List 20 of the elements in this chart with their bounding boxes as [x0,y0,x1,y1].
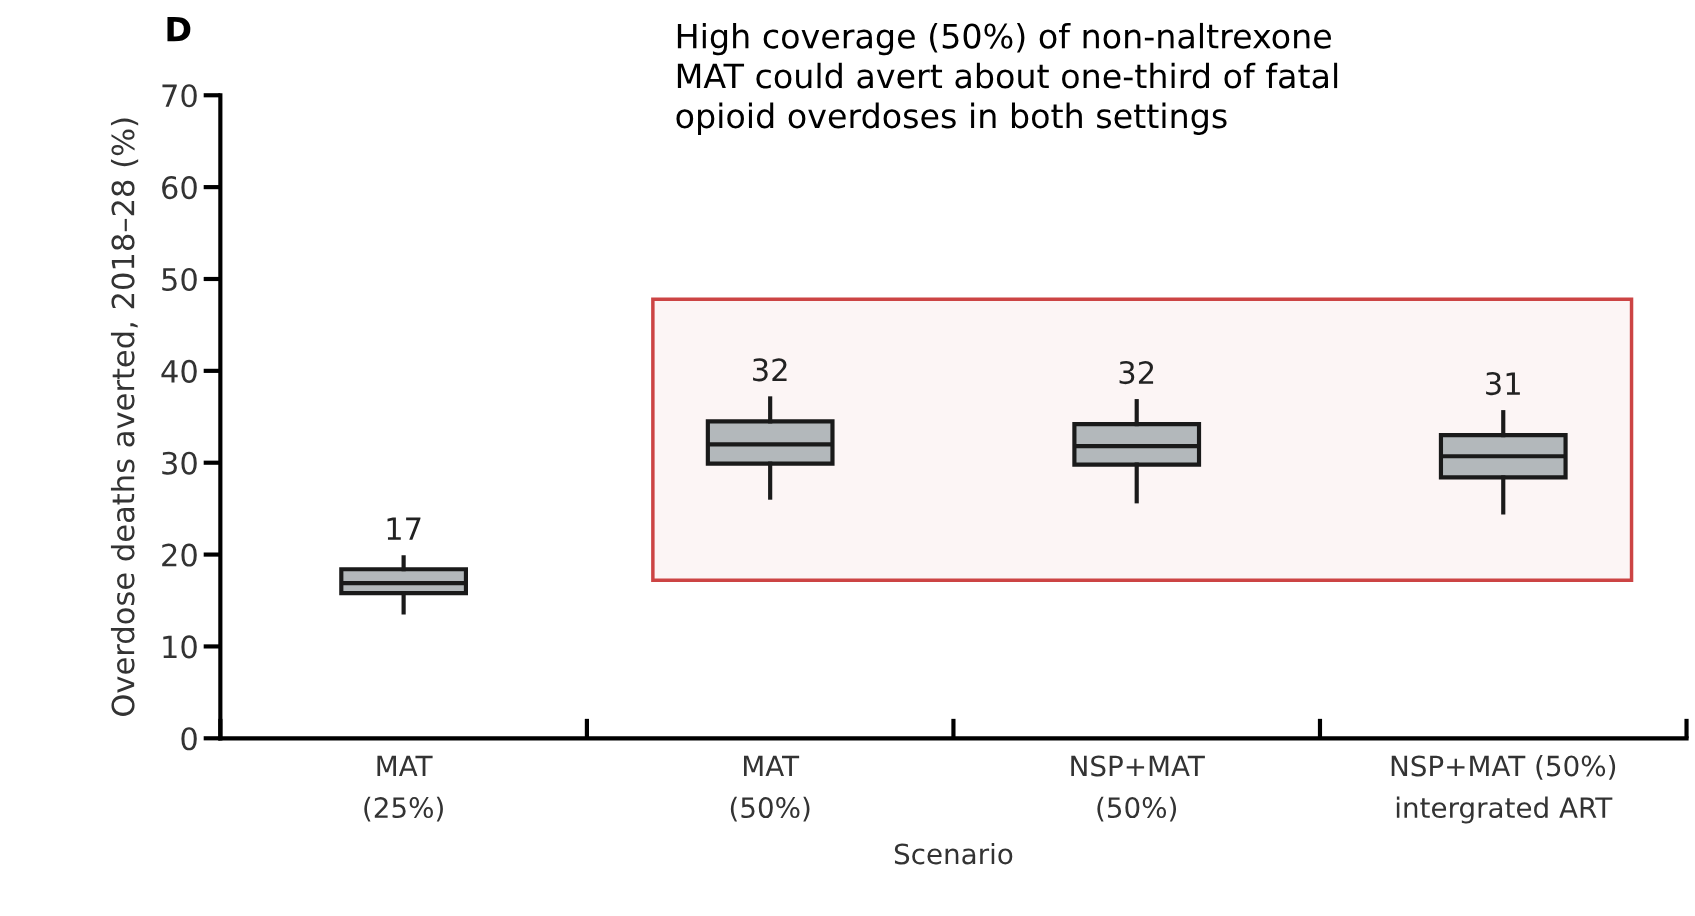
annotation: High coverage (50%) of non-naltrexone MAT could avert about one-third of fatal opioid overdoses in both settings [676,22,1338,135]
x-axis-title: Scenario [894,842,1013,865]
y-tick-label: 20 [162,543,197,567]
text: 32 [1119,361,1154,385]
y-tick-label: 0 [181,727,197,751]
text: 17 [387,517,421,540]
x-tick-label: NSP+MAT (50%) intergrated ART [1391,754,1616,824]
y-tick-label: 60 [162,176,197,200]
y-tick-label: 70 [162,84,197,108]
y-tick-label: 40 [161,359,197,383]
chart-title: D [167,16,191,42]
text: 32 [753,358,787,382]
x-tick-label: NSP+MAT (50%) [1071,755,1205,822]
y-axis-title: Overdose deaths averted, 2018–28 (%) [110,118,139,716]
y-tick-label: 50 [162,267,197,292]
x-tick-label: MAT (25%) [364,755,443,822]
x-tick-label: MAT (50%) [730,755,810,822]
text: 31 [1486,372,1520,396]
y-tick-label: 30 [162,451,197,475]
y-tick-label: 10 [163,635,197,659]
